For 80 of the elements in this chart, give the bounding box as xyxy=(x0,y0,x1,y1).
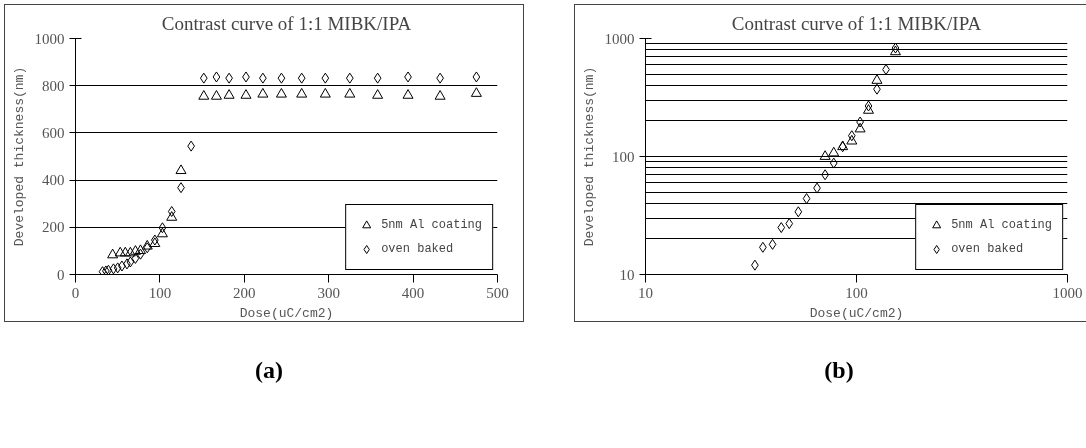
point xyxy=(470,87,482,97)
point xyxy=(113,262,122,274)
x-tick-label: 300 xyxy=(317,284,340,301)
y-axis-title: Developed thickness(nm) xyxy=(11,66,27,247)
y-tick-label: 1000 xyxy=(604,30,635,47)
legend-label: 5nm Al coating xyxy=(381,218,482,232)
point xyxy=(131,252,140,264)
y-axis-title: Developed thickness(nm) xyxy=(581,66,597,247)
text: (a) xyxy=(255,356,283,385)
y-tick-label: 10 xyxy=(619,266,635,283)
y-tick-label: 200 xyxy=(42,219,65,236)
point xyxy=(257,87,269,98)
chart-title: Contrast curve of 1:1 MIBK/IPA xyxy=(731,12,982,34)
point xyxy=(275,87,287,98)
y-tick-label: 400 xyxy=(42,172,65,189)
point xyxy=(785,218,794,230)
point xyxy=(210,90,222,100)
point xyxy=(345,72,354,84)
point xyxy=(129,245,141,255)
point xyxy=(321,72,330,84)
point xyxy=(319,87,331,98)
point xyxy=(373,72,382,84)
x-tick-label: 400 xyxy=(401,284,425,301)
x-tick-label: 100 xyxy=(845,284,868,301)
point xyxy=(104,264,113,275)
point xyxy=(223,89,235,99)
point xyxy=(434,90,446,100)
point xyxy=(136,248,145,260)
x-axis-title: Dose(uC/cm2) xyxy=(809,305,904,321)
legend-label: oven baked xyxy=(951,242,1024,256)
x-tick-label: 100 xyxy=(148,284,172,301)
point xyxy=(847,130,856,142)
point xyxy=(296,87,308,98)
x-tick-label: 200 xyxy=(233,284,256,301)
point xyxy=(119,246,131,257)
x-tick-label: 0 xyxy=(71,284,80,301)
x-tick-label: 10 xyxy=(638,284,653,301)
point xyxy=(829,157,838,169)
point xyxy=(372,89,384,99)
point xyxy=(109,263,118,275)
x-tick-label: 1000 xyxy=(1052,284,1083,301)
point xyxy=(777,222,786,234)
text: (b) xyxy=(824,356,854,385)
point xyxy=(102,265,110,275)
legend-label: oven baked xyxy=(381,242,454,256)
point xyxy=(199,72,208,84)
point xyxy=(156,227,168,238)
y-tick-label: 600 xyxy=(42,124,65,141)
point xyxy=(402,89,414,99)
point xyxy=(167,205,176,217)
point xyxy=(126,256,135,268)
point xyxy=(864,100,873,112)
x-axis-title: Dose(uC/cm2) xyxy=(239,305,334,321)
point xyxy=(143,242,152,254)
x-tick-label: 500 xyxy=(486,284,509,301)
point xyxy=(124,246,136,257)
point xyxy=(277,72,286,84)
point xyxy=(149,237,161,247)
point xyxy=(794,206,803,218)
point xyxy=(98,266,107,275)
y-tick-label: 100 xyxy=(612,148,635,165)
y-tick-label: 1000 xyxy=(34,30,65,47)
point xyxy=(166,211,178,221)
y-tick-label: 800 xyxy=(42,77,65,94)
point xyxy=(297,72,306,84)
point xyxy=(141,239,153,250)
legend-label: 5nm Al coating xyxy=(951,218,1052,232)
point xyxy=(344,87,356,98)
chart-title: Contrast curve of 1:1 MIBK/IPA xyxy=(161,12,412,34)
point xyxy=(158,222,167,234)
point xyxy=(240,89,252,99)
point xyxy=(472,71,481,83)
point xyxy=(768,238,777,250)
point xyxy=(212,71,221,83)
point xyxy=(175,164,187,175)
point xyxy=(198,90,210,100)
y-tick-label: 0 xyxy=(57,266,65,283)
point xyxy=(114,246,126,257)
point xyxy=(107,248,119,259)
point xyxy=(134,244,146,255)
